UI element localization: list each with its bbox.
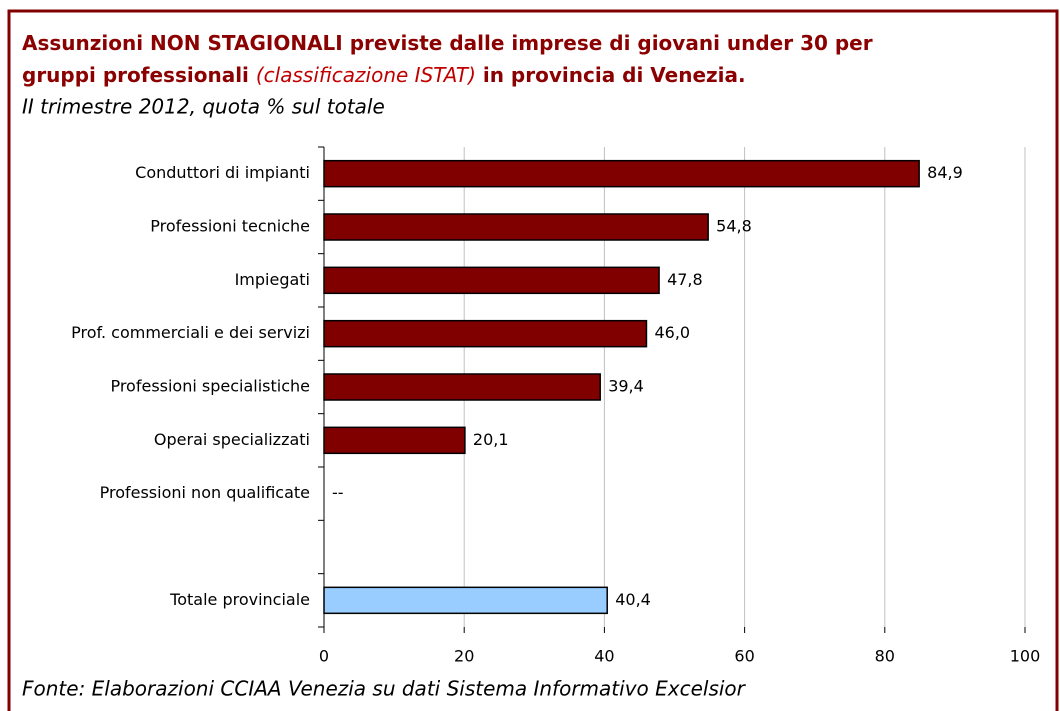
value-label: 39,4 [608,377,644,396]
value-label: 40,4 [615,590,651,609]
y-tick-label: Operai specializzati [154,430,310,449]
source: Fonte: Elaborazioni CCIAA Venezia su dat… [22,677,747,701]
bar [323,319,648,348]
y-tick-label: Impiegati [235,270,310,289]
title-text: gruppi professionali [22,63,249,87]
x-tick-label: 100 [1010,647,1041,666]
x-tick-label: 0 [319,647,329,666]
bar [323,266,660,295]
value-label: 47,8 [667,270,703,289]
bar [323,426,466,455]
frame [7,9,1059,711]
bar [323,373,601,401]
y-tick-label: Professioni tecniche [150,217,310,236]
value-label: -- [332,483,344,502]
title-line-2: gruppi professionali (classificazione IS… [22,63,746,87]
title-text: Assunzioni NON STAGIONALI previste dalle… [22,31,873,55]
title-note: (classificazione ISTAT) [256,63,476,87]
x-tick-label: 80 [875,647,895,666]
y-tick-label: Totale provinciale [169,590,310,609]
value-label: 84,9 [927,163,963,182]
subtitle: II trimestre 2012, quota % sul totale [22,95,385,119]
value-label: 46,0 [654,323,690,342]
title-text: in provincia di Venezia. [483,63,746,87]
value-label: 20,1 [473,430,509,449]
x-tick-label: 20 [454,647,474,666]
bar [323,159,920,188]
y-tick-label: Conduttori di impianti [135,163,310,182]
y-tick-label: Prof. commerciali e dei servizi [71,323,310,342]
bar [323,213,709,241]
y-tick-label: Professioni specialistiche [110,377,310,396]
bar [323,586,608,615]
title-line-1: Assunzioni NON STAGIONALI previste dalle… [22,31,873,55]
value-label: 54,8 [716,217,752,236]
x-tick-label: 60 [734,647,754,666]
x-tick-label: 40 [594,647,614,666]
y-tick-label: Professioni non qualificate [100,483,310,502]
